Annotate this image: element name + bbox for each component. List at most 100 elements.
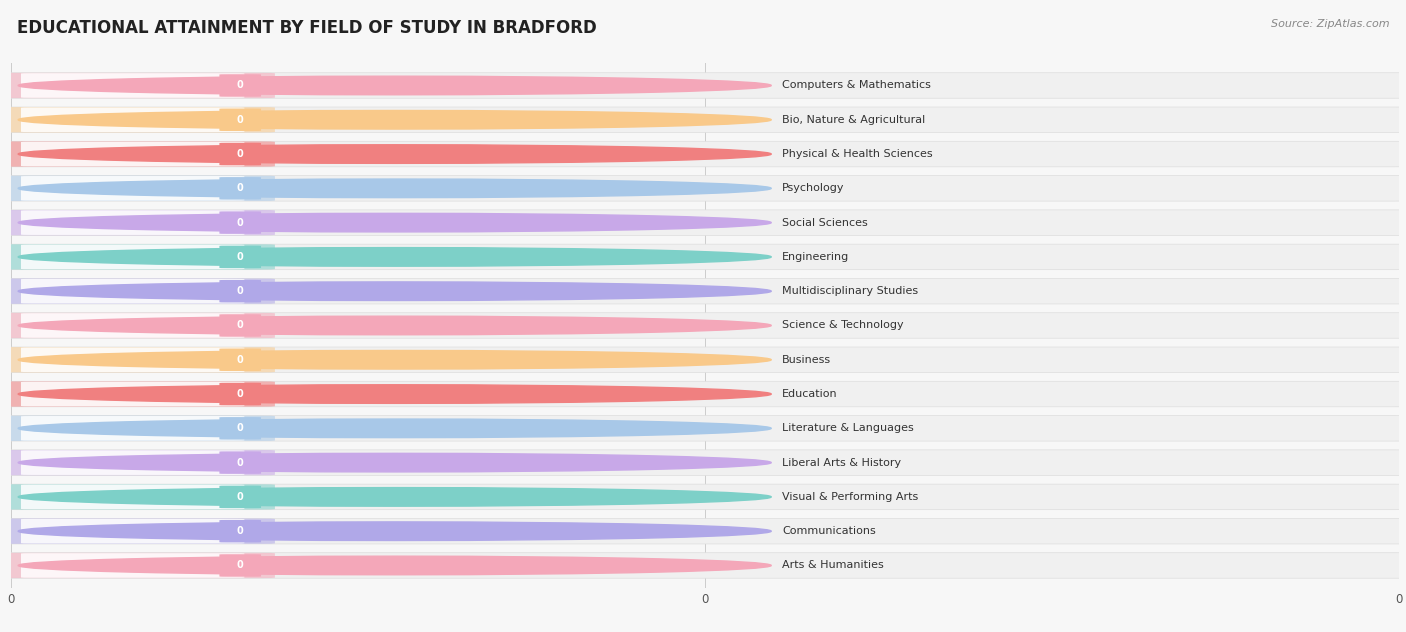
Circle shape — [18, 214, 772, 232]
Text: Physical & Health Sciences: Physical & Health Sciences — [782, 149, 934, 159]
FancyBboxPatch shape — [0, 73, 276, 98]
FancyBboxPatch shape — [21, 313, 245, 337]
FancyBboxPatch shape — [219, 451, 262, 474]
Text: 0: 0 — [236, 561, 243, 571]
Circle shape — [18, 453, 772, 472]
Text: Social Sciences: Social Sciences — [782, 217, 868, 228]
FancyBboxPatch shape — [219, 554, 262, 577]
FancyBboxPatch shape — [0, 107, 1406, 133]
Text: EDUCATIONAL ATTAINMENT BY FIELD OF STUDY IN BRADFORD: EDUCATIONAL ATTAINMENT BY FIELD OF STUDY… — [17, 19, 596, 37]
Text: 0: 0 — [236, 149, 243, 159]
Text: 0: 0 — [236, 115, 243, 125]
FancyBboxPatch shape — [0, 313, 1406, 338]
FancyBboxPatch shape — [21, 245, 245, 269]
Text: Psychology: Psychology — [782, 183, 845, 193]
FancyBboxPatch shape — [21, 142, 245, 166]
FancyBboxPatch shape — [0, 210, 276, 235]
FancyBboxPatch shape — [21, 553, 245, 578]
FancyBboxPatch shape — [21, 485, 245, 509]
FancyBboxPatch shape — [0, 450, 276, 475]
FancyBboxPatch shape — [219, 143, 262, 166]
FancyBboxPatch shape — [0, 381, 276, 407]
Text: 0: 0 — [236, 492, 243, 502]
FancyBboxPatch shape — [0, 553, 276, 578]
FancyBboxPatch shape — [21, 176, 245, 200]
Text: Source: ZipAtlas.com: Source: ZipAtlas.com — [1271, 19, 1389, 29]
Text: Computers & Mathematics: Computers & Mathematics — [782, 80, 931, 90]
Circle shape — [18, 351, 772, 369]
Circle shape — [18, 179, 772, 198]
FancyBboxPatch shape — [0, 450, 1406, 475]
Text: 0: 0 — [236, 80, 243, 90]
FancyBboxPatch shape — [21, 279, 245, 303]
FancyBboxPatch shape — [21, 416, 245, 441]
Text: 0: 0 — [236, 217, 243, 228]
FancyBboxPatch shape — [0, 142, 1406, 167]
FancyBboxPatch shape — [21, 382, 245, 406]
Circle shape — [18, 316, 772, 335]
Text: 0: 0 — [236, 526, 243, 536]
Text: Education: Education — [782, 389, 838, 399]
FancyBboxPatch shape — [0, 416, 276, 441]
FancyBboxPatch shape — [219, 177, 262, 200]
Text: Communications: Communications — [782, 526, 876, 536]
FancyBboxPatch shape — [21, 451, 245, 475]
FancyBboxPatch shape — [0, 244, 276, 270]
Text: 0: 0 — [236, 286, 243, 296]
FancyBboxPatch shape — [21, 73, 245, 98]
FancyBboxPatch shape — [0, 176, 276, 201]
Circle shape — [18, 76, 772, 95]
FancyBboxPatch shape — [219, 485, 262, 508]
Circle shape — [18, 488, 772, 506]
FancyBboxPatch shape — [0, 176, 1406, 201]
Circle shape — [18, 385, 772, 403]
FancyBboxPatch shape — [0, 416, 1406, 441]
Text: 0: 0 — [236, 355, 243, 365]
Text: 0: 0 — [236, 389, 243, 399]
FancyBboxPatch shape — [219, 109, 262, 131]
FancyBboxPatch shape — [0, 381, 1406, 407]
Circle shape — [18, 111, 772, 129]
Text: Business: Business — [782, 355, 831, 365]
Text: Bio, Nature & Agricultural: Bio, Nature & Agricultural — [782, 115, 925, 125]
FancyBboxPatch shape — [219, 520, 262, 542]
FancyBboxPatch shape — [0, 210, 1406, 235]
Circle shape — [18, 419, 772, 437]
FancyBboxPatch shape — [0, 313, 276, 338]
Text: Arts & Humanities: Arts & Humanities — [782, 561, 884, 571]
Circle shape — [18, 145, 772, 163]
FancyBboxPatch shape — [21, 348, 245, 372]
Circle shape — [18, 556, 772, 574]
FancyBboxPatch shape — [0, 73, 1406, 98]
Text: Visual & Performing Arts: Visual & Performing Arts — [782, 492, 918, 502]
FancyBboxPatch shape — [219, 314, 262, 337]
FancyBboxPatch shape — [0, 244, 1406, 270]
Text: 0: 0 — [236, 458, 243, 468]
FancyBboxPatch shape — [0, 484, 1406, 509]
FancyBboxPatch shape — [219, 383, 262, 405]
FancyBboxPatch shape — [0, 107, 276, 133]
FancyBboxPatch shape — [0, 142, 276, 167]
Text: Science & Technology: Science & Technology — [782, 320, 904, 331]
FancyBboxPatch shape — [0, 279, 1406, 304]
FancyBboxPatch shape — [219, 417, 262, 440]
Circle shape — [18, 522, 772, 540]
Text: Literature & Languages: Literature & Languages — [782, 423, 914, 434]
FancyBboxPatch shape — [0, 518, 1406, 544]
Text: Engineering: Engineering — [782, 252, 849, 262]
Text: 0: 0 — [236, 423, 243, 434]
FancyBboxPatch shape — [219, 246, 262, 268]
FancyBboxPatch shape — [0, 518, 276, 544]
FancyBboxPatch shape — [0, 484, 276, 509]
FancyBboxPatch shape — [0, 347, 276, 372]
Text: Multidisciplinary Studies: Multidisciplinary Studies — [782, 286, 918, 296]
Circle shape — [18, 282, 772, 300]
FancyBboxPatch shape — [21, 210, 245, 235]
FancyBboxPatch shape — [219, 74, 262, 97]
FancyBboxPatch shape — [219, 280, 262, 303]
FancyBboxPatch shape — [0, 347, 1406, 372]
FancyBboxPatch shape — [219, 211, 262, 234]
Circle shape — [18, 248, 772, 266]
FancyBboxPatch shape — [21, 107, 245, 132]
Text: 0: 0 — [236, 320, 243, 331]
